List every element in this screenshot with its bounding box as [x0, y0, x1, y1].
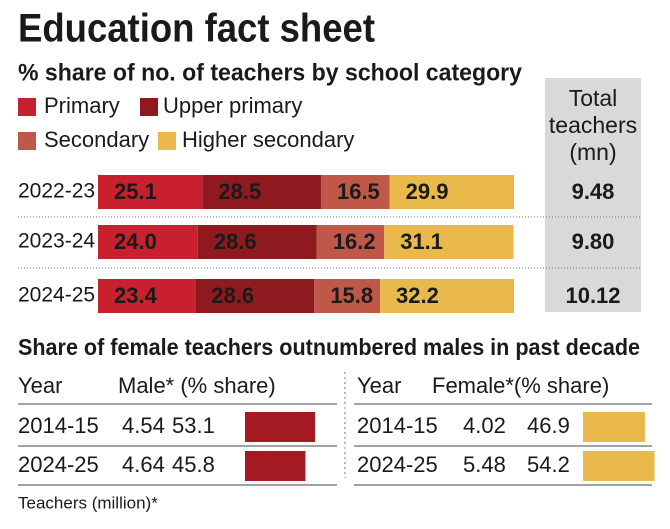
total-value: 10.12 [565, 283, 620, 308]
share-bar [245, 451, 306, 481]
table-count: 4.64 [122, 452, 165, 477]
table-header: Female*(% share) [432, 373, 609, 398]
share-bar [583, 451, 655, 481]
total-value: 9.80 [572, 229, 615, 254]
table-count: 4.02 [463, 413, 506, 438]
table-share: 46.9 [527, 413, 570, 438]
y-tick-label: 2024-25 [18, 284, 95, 307]
legend-label: Upper primary [163, 93, 302, 118]
value-label: 29.9 [406, 179, 449, 204]
total-value: 9.48 [572, 179, 615, 204]
table-share: 53.1 [172, 413, 215, 438]
y-tick-label: 2023-24 [18, 230, 95, 253]
legend-label: Secondary [44, 127, 149, 152]
value-label: 15.8 [330, 283, 373, 308]
value-label: 25.1 [114, 179, 157, 204]
legend-swatch [18, 98, 36, 116]
value-label: 31.1 [400, 229, 443, 254]
bar-segment [314, 279, 381, 313]
legend-swatch [140, 98, 158, 116]
section-title: Share of female teachers outnumbered mal… [18, 334, 640, 360]
table-year: 2024-25 [18, 452, 99, 477]
value-label: 24.0 [114, 229, 157, 254]
table-year: 2014-15 [357, 413, 438, 438]
bar-segment [320, 175, 390, 209]
y-tick-label: 2022-23 [18, 180, 95, 203]
totals-header: teachers [549, 112, 637, 138]
bar-segment [98, 279, 196, 313]
footnote: Teachers (million)* [18, 493, 158, 512]
chart-title: % share of no. of teachers by school cat… [18, 59, 523, 86]
bar-segment [197, 225, 317, 259]
table-header: Year [357, 373, 401, 398]
bar-segment [202, 175, 321, 209]
table-count: 5.48 [463, 452, 506, 477]
legend-swatch [18, 132, 36, 150]
value-label: 16.2 [333, 229, 376, 254]
legend-label: Primary [44, 93, 120, 118]
value-label: 28.6 [214, 229, 257, 254]
table-year: 2024-25 [357, 452, 438, 477]
totals-header: (mn) [569, 139, 616, 165]
value-label: 16.5 [337, 179, 380, 204]
totals-header: Total [569, 85, 618, 111]
bar-segment [380, 279, 514, 313]
value-label: 23.4 [114, 283, 158, 308]
bar-segment [195, 279, 315, 313]
table-year: 2014-15 [18, 413, 99, 438]
bar-segment [98, 225, 198, 259]
table-header: Male* (% share) [118, 373, 276, 398]
bar-segment [98, 175, 203, 209]
bar-segment [316, 225, 385, 259]
table-share: 54.2 [527, 452, 570, 477]
share-bar [245, 412, 316, 442]
bar-segment [384, 225, 514, 259]
table-share: 45.8 [172, 452, 215, 477]
totals-panel [545, 78, 641, 312]
value-label: 32.2 [396, 283, 439, 308]
value-label: 28.6 [211, 283, 254, 308]
table-count: 4.54 [122, 413, 165, 438]
table-header: Year [18, 373, 62, 398]
legend-swatch [158, 132, 176, 150]
page-title: Education fact sheet [18, 7, 375, 51]
share-bar [583, 412, 645, 442]
bar-segment [389, 175, 514, 209]
legend-label: Higher secondary [182, 127, 354, 152]
value-label: 28.5 [218, 179, 261, 204]
